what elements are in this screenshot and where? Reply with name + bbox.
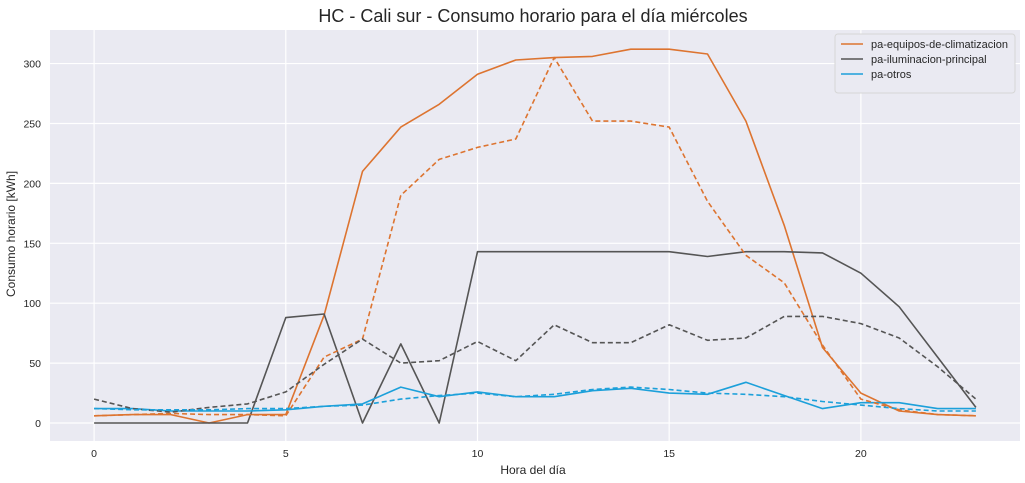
- x-tick-label: 0: [91, 448, 97, 460]
- plot-area: [50, 30, 1020, 441]
- y-tick-label: 0: [35, 418, 41, 430]
- y-axis-label: Consumo horario [kWh]: [4, 171, 18, 297]
- y-tick-label: 300: [23, 59, 41, 71]
- series-line-pa-iluminacion-principal: [94, 250, 977, 424]
- series-line-dashed-5: [94, 386, 976, 412]
- series-lines: [93, 48, 977, 424]
- y-tick-label: 200: [23, 178, 41, 190]
- series-line-dashed-4: [93, 315, 977, 414]
- x-tick-label: 10: [472, 448, 484, 460]
- chart-title: HC - Cali sur - Consumo horario para el …: [318, 6, 747, 26]
- x-tick-label: 5: [283, 448, 289, 460]
- x-axis-ticks: 0 5 10 15 20: [91, 448, 867, 460]
- y-tick-label: 50: [29, 358, 41, 370]
- series-line-pa-otros: [94, 381, 976, 412]
- x-axis-label: Hora del día: [500, 463, 566, 477]
- x-tick-label: 20: [855, 448, 867, 460]
- legend-entry: pa-equipos-de-climatizacion: [871, 39, 1008, 51]
- legend: pa-equipos-de-climatizacion pa-iluminacio…: [834, 33, 1016, 94]
- y-axis-ticks: 0 50 100 150 200 250 300: [23, 59, 41, 430]
- x-tick-label: 15: [663, 448, 675, 460]
- legend-entry: pa-iluminacion-principal: [871, 54, 987, 66]
- gridlines: [50, 30, 1020, 441]
- legend-entry: pa-otros: [871, 69, 912, 81]
- y-tick-label: 150: [23, 238, 41, 250]
- y-tick-label: 100: [23, 298, 41, 310]
- legend-box: [834, 33, 1016, 94]
- series-line-dashed-3: [94, 56, 976, 417]
- y-tick-label: 250: [23, 118, 41, 130]
